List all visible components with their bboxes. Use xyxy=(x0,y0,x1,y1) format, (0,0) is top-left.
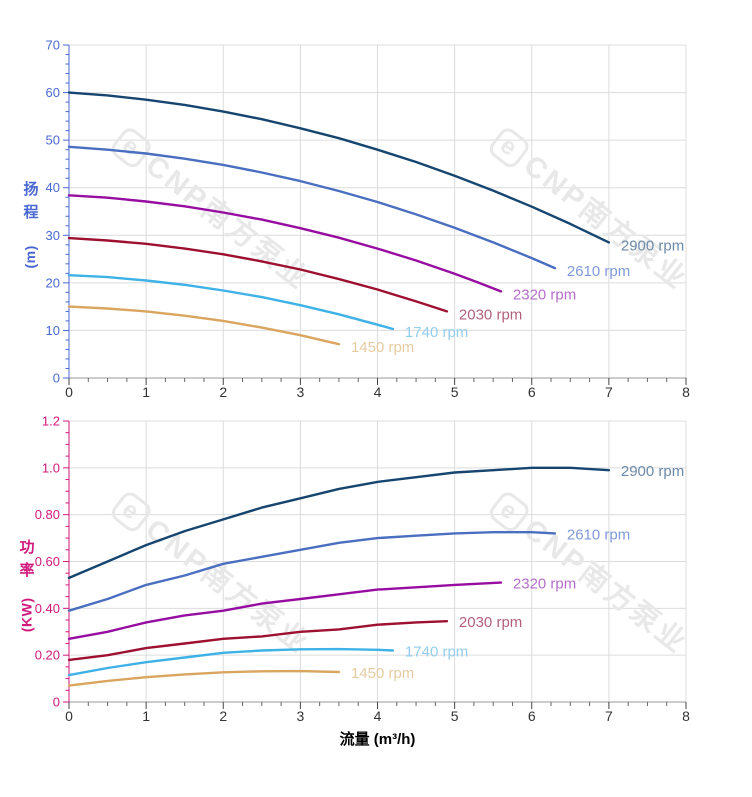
x-tick-label: 6 xyxy=(528,384,536,400)
y-axis-title-char: 功 xyxy=(19,539,35,556)
brand-logo-icon xyxy=(111,492,151,532)
y-axis-title-power-text: 功率 xyxy=(19,536,34,583)
y-tick-label: 0 xyxy=(53,695,60,710)
x-tick-label: 3 xyxy=(296,384,304,400)
x-tick-label: 8 xyxy=(682,384,690,400)
x-tick-label: 2 xyxy=(219,708,227,724)
y-axis-title-char: 扬 xyxy=(23,181,39,198)
y-tick-label: 0.80 xyxy=(35,507,60,522)
series-label-1740rpm: 1740 rpm xyxy=(405,324,468,341)
head-curve-chart-gridlines xyxy=(69,44,687,378)
x-tick-label: 0 xyxy=(65,708,73,724)
curve-2030rpm-head-curve-chart xyxy=(67,236,449,313)
brand-logo-icon xyxy=(489,128,529,168)
y-tick-label: 1.0 xyxy=(42,460,60,475)
y-axis-unit-head: (m) xyxy=(22,244,39,269)
x-axis-title: 流量 (m³/h) xyxy=(339,731,416,748)
y-tick-label: 70 xyxy=(46,38,60,53)
curve-2320rpm-power-curve-chart xyxy=(67,581,503,640)
y-axis-title-head: 扬程 (m) xyxy=(22,178,40,281)
series-label-2900rpm: 2900 rpm xyxy=(621,237,684,254)
y-axis-unit-head-wrap: (m) xyxy=(22,233,40,281)
y-tick-label: 0.20 xyxy=(35,648,60,663)
series-label-2900rpm: 2900 rpm xyxy=(621,463,684,480)
y-tick-label: 20 xyxy=(46,275,60,290)
series-label-2030rpm: 2030 rpm xyxy=(459,306,522,323)
y-tick-label: 10 xyxy=(46,323,60,338)
y-tick-label: 0.60 xyxy=(35,554,60,569)
x-tick-label: 6 xyxy=(528,708,536,724)
x-tick-label: 0 xyxy=(65,384,73,400)
series-label-2030rpm: 2030 rpm xyxy=(459,614,522,631)
curve-1450rpm-head-curve-chart xyxy=(67,305,341,346)
curve-1740rpm-power-curve-chart xyxy=(67,647,395,677)
y-tick-label: 40 xyxy=(46,180,60,195)
curve-1740rpm-head-curve-chart xyxy=(67,274,395,331)
watermark-text: CNP南方泵业 xyxy=(139,148,316,297)
series-label-2320rpm: 2320 rpm xyxy=(513,576,576,593)
y-tick-label: 1.2 xyxy=(42,414,60,429)
brand-logo-icon xyxy=(489,492,529,532)
x-tick-label: 2 xyxy=(219,384,227,400)
x-tick-label: 4 xyxy=(374,708,382,724)
curve-2900rpm-head-curve-chart xyxy=(67,91,611,244)
series-label-2320rpm: 2320 rpm xyxy=(513,286,576,303)
x-tick-label: 3 xyxy=(296,708,304,724)
x-tick-label: 5 xyxy=(451,708,459,724)
y-axis-title-power: 功率 (KW) xyxy=(18,536,36,639)
y-axis-title-head-text: 扬程 xyxy=(23,178,38,225)
power-curve-chart-axes: 0 1 2 3 4 5 6 7 8 0 0.20 0.40 0.60 0.80 1.0 1.2 xyxy=(35,414,690,725)
curve-2320rpm-head-curve-chart xyxy=(67,194,503,293)
series-label-1450rpm: 1450 rpm xyxy=(351,665,414,682)
series-label-2610rpm: 2610 rpm xyxy=(567,526,630,543)
series-label-1740rpm: 1740 rpm xyxy=(405,643,468,660)
x-tick-label: 8 xyxy=(682,708,690,724)
y-axis-unit-power-wrap: (KW) xyxy=(18,591,36,639)
y-tick-label: 50 xyxy=(46,133,60,148)
head-curve-chart-axes: 0 1 2 3 4 5 6 7 8 0 10 20 30 40 50 60 70 xyxy=(46,38,691,401)
y-tick-label: 30 xyxy=(46,228,60,243)
x-tick-label: 1 xyxy=(142,384,150,400)
series-label-2610rpm: 2610 rpm xyxy=(567,263,630,280)
series-label-1450rpm: 1450 rpm xyxy=(351,339,414,356)
curve-2900rpm-power-curve-chart xyxy=(67,466,611,580)
y-axis-title-char: 程 xyxy=(23,204,39,222)
x-tick-label: 1 xyxy=(142,708,150,724)
curve-2610rpm-power-curve-chart xyxy=(67,531,557,612)
y-tick-label: 0 xyxy=(53,371,60,386)
x-tick-label: 7 xyxy=(605,384,613,400)
y-axis-title-char: 率 xyxy=(19,562,35,580)
y-axis-unit-power: (KW) xyxy=(18,597,35,632)
curve-1450rpm-power-curve-chart xyxy=(67,669,341,687)
x-tick-label: 4 xyxy=(374,384,382,400)
x-tick-label: 7 xyxy=(605,708,613,724)
curve-2030rpm-power-curve-chart xyxy=(67,620,449,662)
y-tick-label: 60 xyxy=(46,85,60,100)
y-tick-label: 0.40 xyxy=(35,601,60,616)
curve-2610rpm-head-curve-chart xyxy=(67,145,557,270)
x-tick-label: 5 xyxy=(451,384,459,400)
brand-logo-icon xyxy=(111,128,151,168)
